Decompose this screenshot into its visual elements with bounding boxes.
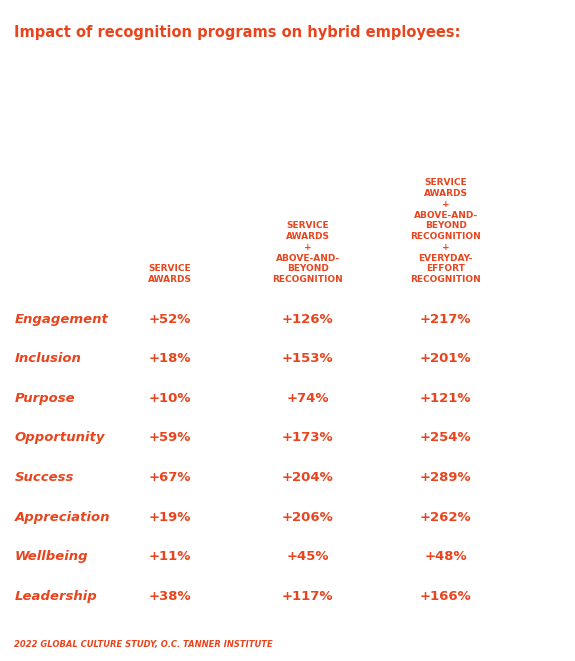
Text: Appreciation: Appreciation	[14, 510, 110, 524]
Text: +254%: +254%	[420, 432, 472, 444]
Text: +74%: +74%	[286, 392, 329, 405]
Text: +204%: +204%	[282, 471, 334, 484]
Text: +10%: +10%	[148, 392, 191, 405]
Text: Success: Success	[14, 471, 74, 484]
Text: Purpose: Purpose	[14, 392, 75, 405]
Text: 2022 GLOBAL CULTURE STUDY, O.C. TANNER INSTITUTE: 2022 GLOBAL CULTURE STUDY, O.C. TANNER I…	[14, 640, 273, 649]
Text: +19%: +19%	[148, 510, 191, 524]
Text: +217%: +217%	[420, 313, 472, 326]
Text: +18%: +18%	[148, 352, 191, 366]
Text: +153%: +153%	[282, 352, 334, 366]
Text: +201%: +201%	[420, 352, 472, 366]
Text: +289%: +289%	[420, 471, 472, 484]
Text: +173%: +173%	[282, 432, 334, 444]
Text: Impact of recognition programs on hybrid employees:: Impact of recognition programs on hybrid…	[14, 25, 461, 40]
Text: Wellbeing: Wellbeing	[14, 550, 88, 563]
Text: +121%: +121%	[420, 392, 472, 405]
Text: SERVICE
AWARDS
+
ABOVE-AND-
BEYOND
RECOGNITION
+
EVERYDAY-
EFFORT
RECOGNITION: SERVICE AWARDS + ABOVE-AND- BEYOND RECOG…	[410, 178, 481, 284]
Text: Opportunity: Opportunity	[14, 432, 105, 444]
Text: Engagement: Engagement	[14, 313, 108, 326]
Text: +48%: +48%	[424, 550, 467, 563]
Text: +117%: +117%	[282, 590, 334, 603]
Text: +52%: +52%	[148, 313, 191, 326]
Text: +45%: +45%	[286, 550, 329, 563]
Text: +166%: +166%	[420, 590, 472, 603]
Text: +67%: +67%	[148, 471, 191, 484]
Text: +11%: +11%	[148, 550, 191, 563]
Text: +262%: +262%	[420, 510, 472, 524]
Text: +59%: +59%	[148, 432, 191, 444]
Text: +126%: +126%	[282, 313, 334, 326]
Text: Leadership: Leadership	[14, 590, 97, 603]
Text: +38%: +38%	[148, 590, 191, 603]
Text: +206%: +206%	[282, 510, 334, 524]
Text: SERVICE
AWARDS
+
ABOVE-AND-
BEYOND
RECOGNITION: SERVICE AWARDS + ABOVE-AND- BEYOND RECOG…	[272, 221, 343, 284]
Text: SERVICE
AWARDS: SERVICE AWARDS	[148, 264, 191, 284]
Text: Inclusion: Inclusion	[14, 352, 81, 366]
